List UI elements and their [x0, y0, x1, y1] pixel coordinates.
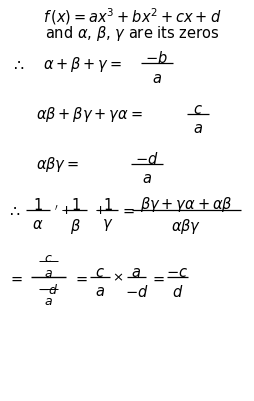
Text: $f\,(x) = ax^3 + bx^2 + cx + d$: $f\,(x) = ax^3 + bx^2 + cx + d$ — [43, 6, 221, 27]
Text: $a$: $a$ — [94, 284, 105, 298]
Text: $a$: $a$ — [141, 171, 151, 186]
Text: $-d$: $-d$ — [38, 283, 58, 297]
Text: $'$: $'$ — [54, 204, 59, 217]
Text: $-d$: $-d$ — [124, 284, 148, 300]
Text: $a$: $a$ — [192, 120, 202, 135]
Text: $\alpha\beta\gamma$: $\alpha\beta\gamma$ — [170, 217, 200, 235]
Text: $1$: $1$ — [70, 196, 80, 212]
Text: $=$: $=$ — [8, 270, 23, 285]
Text: $a$: $a$ — [44, 266, 53, 279]
Text: $-b$: $-b$ — [145, 50, 168, 66]
Text: $\alpha + \beta + \gamma =$: $\alpha + \beta + \gamma =$ — [43, 55, 122, 74]
Text: $c$: $c$ — [44, 251, 53, 264]
Text: $-d$: $-d$ — [134, 151, 158, 167]
Text: $\beta$: $\beta$ — [70, 217, 81, 235]
Text: $a$: $a$ — [131, 264, 141, 279]
Text: $a$: $a$ — [44, 295, 53, 308]
Text: $\therefore$: $\therefore$ — [10, 57, 24, 72]
Text: $+$: $+$ — [93, 204, 105, 217]
Text: $\gamma$: $\gamma$ — [102, 217, 113, 233]
Text: $\beta\gamma + \gamma\alpha + \alpha\beta$: $\beta\gamma + \gamma\alpha + \alpha\bet… — [139, 194, 232, 214]
Text: $c$: $c$ — [192, 101, 202, 117]
Text: $=$: $=$ — [149, 270, 165, 285]
Text: and $\alpha$, $\beta$, $\gamma$ are its zeros: and $\alpha$, $\beta$, $\gamma$ are its … — [45, 24, 219, 43]
Text: $c$: $c$ — [95, 264, 104, 279]
Text: $a$: $a$ — [151, 71, 161, 85]
Text: $=$: $=$ — [119, 203, 135, 218]
Text: $-c$: $-c$ — [166, 264, 187, 279]
Text: $1$: $1$ — [33, 196, 42, 212]
Text: $\alpha$: $\alpha$ — [32, 217, 43, 231]
Text: $1$: $1$ — [102, 196, 112, 212]
Text: $+$: $+$ — [59, 204, 71, 217]
Text: $=$: $=$ — [73, 270, 88, 285]
Text: $\alpha\beta + \beta\gamma + \gamma\alpha =$: $\alpha\beta + \beta\gamma + \gamma\alph… — [36, 105, 142, 124]
Text: $d$: $d$ — [171, 284, 182, 300]
Text: $\alpha\beta\gamma =$: $\alpha\beta\gamma =$ — [36, 155, 78, 174]
Text: $\times$: $\times$ — [112, 271, 123, 284]
Text: $\therefore$: $\therefore$ — [6, 203, 21, 218]
